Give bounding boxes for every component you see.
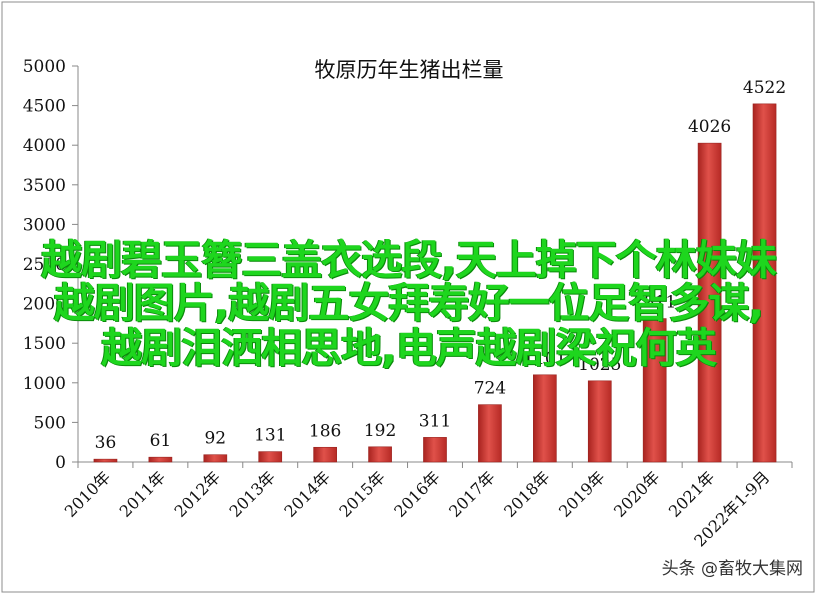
value-label: 92 [204, 429, 226, 449]
value-label: 36 [95, 433, 117, 453]
value-label: 4026 [688, 117, 731, 137]
bar [203, 454, 228, 463]
bar [313, 446, 337, 463]
value-label: 61 [150, 431, 172, 451]
value-label: 186 [309, 421, 341, 441]
y-tick-label: 2000 [23, 295, 66, 315]
bar [587, 380, 612, 463]
y-tick-label: 500 [34, 413, 66, 433]
value-label: 4522 [743, 78, 786, 98]
bar [368, 446, 392, 463]
value-label: 311 [419, 411, 451, 431]
bar [533, 374, 557, 463]
overlay-text-line-1: 越剧碧玉簪三盖衣选段,天上掉下个林妹妹 [41, 236, 777, 284]
value-label: 1025 [578, 355, 621, 375]
y-tick-label: 2500 [23, 255, 66, 275]
chart-title: 牧原历年生猪出栏量 [315, 58, 504, 82]
value-label: 724 [474, 379, 506, 399]
y-axis: 0 500 1000 1500 2000 2500 3000 3500 4000 4500 5000 [23, 57, 79, 473]
overlay-text-line-2: 越剧图片,越剧五女拜寿好一位足智多谋, [53, 279, 764, 327]
y-tick-label: 1500 [23, 334, 66, 354]
value-label: 192 [364, 421, 396, 441]
value-label: 1101 [523, 349, 566, 369]
bar [423, 437, 447, 463]
bar [752, 103, 777, 463]
y-tick-label: 3500 [23, 176, 66, 196]
y-tick-label: 5000 [23, 57, 66, 77]
y-tick-label: 4500 [23, 97, 66, 117]
overlay-text-line-3: 越剧泪洒相思地,电声越剧梁祝何英 [101, 324, 717, 372]
y-tick-label: 4000 [23, 136, 66, 156]
value-label: 1811 [633, 293, 676, 313]
value-labels: 36 61 92 131 186 192 311 724 1101 1025 1811 4026 452… [95, 78, 787, 453]
y-tick-label: 3000 [23, 215, 66, 235]
y-tick-label: 1000 [23, 374, 66, 394]
bar [93, 458, 118, 463]
bars [93, 103, 777, 463]
watermark: 头条 @畜牧大集网 [661, 559, 803, 579]
bar [697, 142, 722, 463]
bar [478, 404, 502, 463]
value-label: 131 [254, 426, 286, 446]
bar [148, 456, 173, 463]
bar [642, 318, 667, 463]
bar [258, 451, 283, 463]
y-tick-label: 0 [55, 453, 66, 473]
